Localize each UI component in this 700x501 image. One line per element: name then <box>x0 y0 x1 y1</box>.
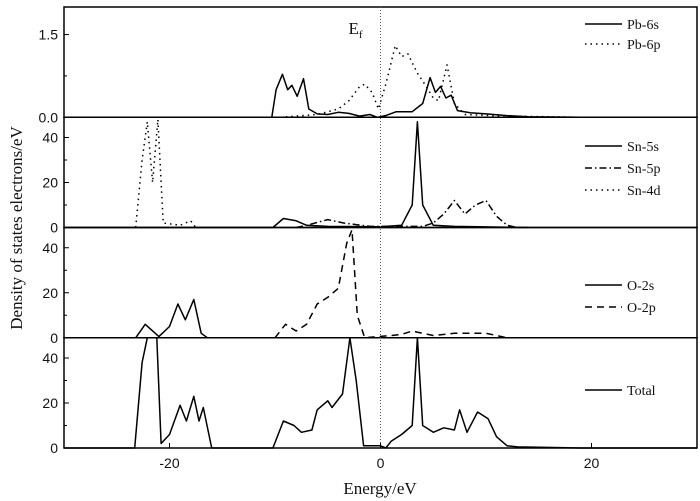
y-tick-label: 0 <box>50 330 58 346</box>
series-pb-6s <box>64 73 582 119</box>
legend-label: Sn-4d <box>627 184 660 199</box>
legend-label: Sn-5p <box>627 162 660 177</box>
x-axis-label: Energy/eV <box>343 479 417 498</box>
legend-label: O-2p <box>627 301 656 316</box>
series-sn-5s <box>64 121 529 229</box>
y-tick-label: 20 <box>42 175 58 191</box>
series-o-2p <box>274 229 508 339</box>
panel-1: 0.0 1.5 Pb-6s Pb-6p <box>39 6 698 125</box>
y-tick-label: 40 <box>42 240 58 256</box>
panel-3: 0 20 40 O-2s O-2p <box>42 226 698 346</box>
y-tick-label: 0 <box>50 440 58 456</box>
series-o-2s <box>64 298 697 339</box>
x-tick-label: 20 <box>584 455 600 471</box>
legend-label: Total <box>627 384 656 399</box>
y-tick-label: 0 <box>50 220 58 236</box>
x-tick-label: -20 <box>159 455 179 471</box>
x-axis-ticks: -20 0 20 <box>159 443 599 471</box>
legend-label: Pb-6p <box>627 38 660 53</box>
series-total <box>64 337 697 449</box>
y-axis-label: Density of states electrons/eV <box>7 126 26 330</box>
y-tick-label: 40 <box>42 350 58 366</box>
y-tick-label: 20 <box>42 395 58 411</box>
y-tick-label: 20 <box>42 285 58 301</box>
fermi-label: Ef <box>349 19 363 41</box>
legend-label: O-2s <box>627 279 654 294</box>
y-tick-label: 0.0 <box>39 109 59 125</box>
legend-label: Sn-5s <box>627 140 659 155</box>
y-tick-label: 1.5 <box>39 27 59 43</box>
x-tick-label: 0 <box>377 455 385 471</box>
legend-label: Pb-6s <box>627 18 659 33</box>
panel-4: 0 20 40 Total <box>42 337 698 456</box>
y-tick-label: 40 <box>42 130 58 146</box>
panels: 0.0 1.5 Pb-6s Pb-6p 0 20 40 Sn-5s Sn-5p Sn-4d 0 20 4… <box>39 6 698 456</box>
series-sn-4d <box>134 118 197 228</box>
series-pb-6p <box>280 44 582 119</box>
panel-2: 0 20 40 Sn-5s Sn-5p Sn-4d <box>42 116 698 236</box>
